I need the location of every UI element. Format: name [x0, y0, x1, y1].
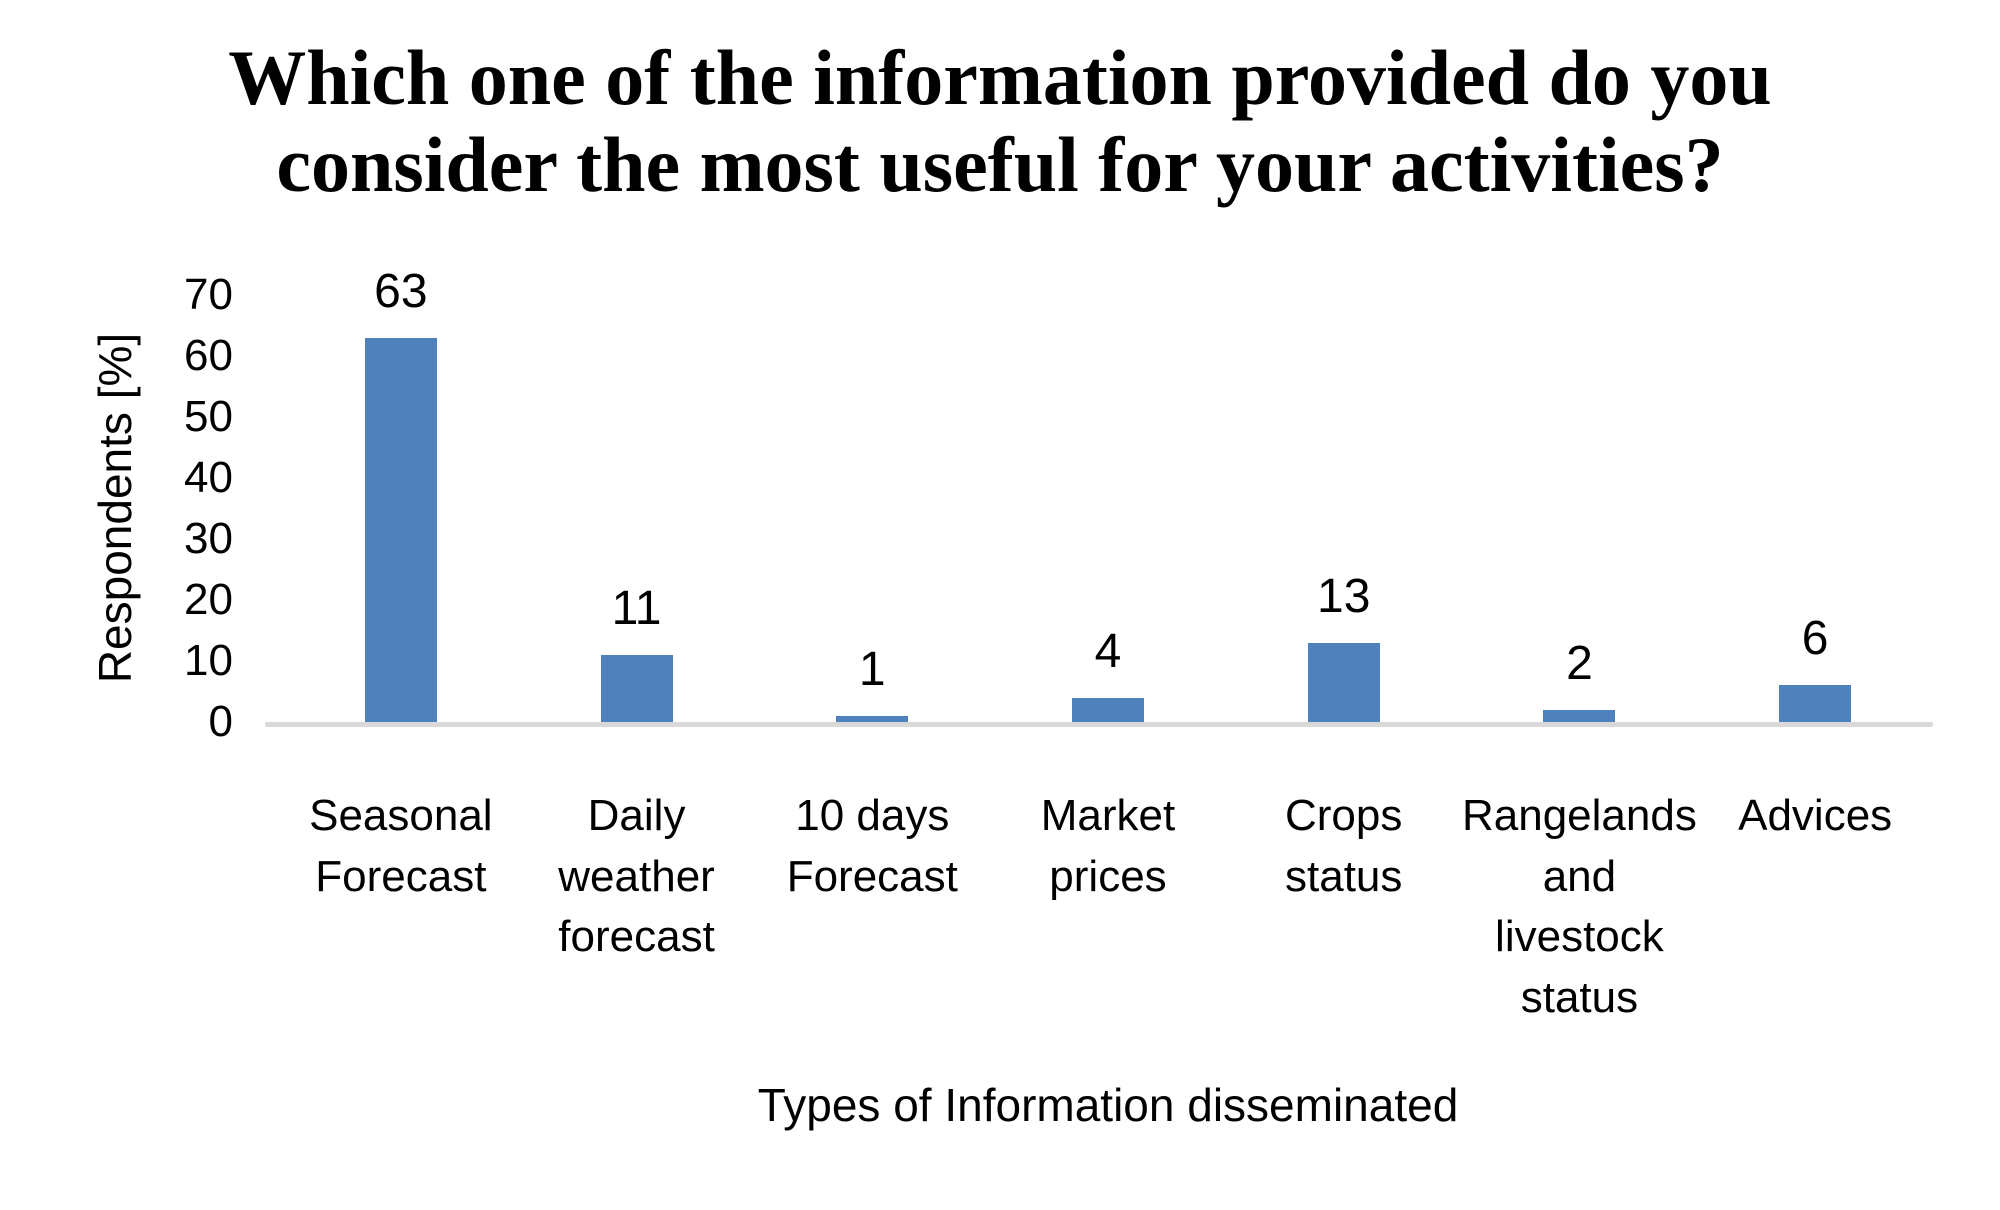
y-axis-ticks: 0 10 20 30 40 50 60 70	[100, 273, 233, 744]
x-category-label-text: Crops status	[1285, 791, 1403, 901]
bar-value-label: 2	[1566, 636, 1593, 690]
bar	[836, 715, 909, 722]
bar-column: 13	[1226, 295, 1462, 722]
bar-value-label: 1	[858, 642, 886, 696]
chart-title-line-2: consider the most useful for your activi…	[276, 121, 1724, 209]
bar-value-label: 6	[1801, 612, 1829, 666]
bar-value-label: 4	[1094, 624, 1122, 678]
bar-column: 4	[990, 295, 1226, 722]
bar	[1543, 709, 1616, 722]
bar	[1071, 697, 1144, 722]
x-category-label-text: Seasonal Forecast	[309, 791, 493, 901]
bar-column: 2	[1462, 295, 1698, 722]
bar	[364, 337, 437, 722]
y-tick-label: 10	[184, 636, 233, 685]
chart-title-line-1: Which one of the information provided do…	[228, 34, 1772, 121]
y-tick-label: 0	[208, 697, 233, 746]
x-axis-title: Types of Information disseminated	[757, 1079, 1459, 1131]
x-category-label-text: Daily weather forecast	[558, 791, 715, 962]
y-tick-label: 50	[184, 392, 233, 441]
x-category-label-text: Advices	[1738, 791, 1893, 840]
y-tick-label: 20	[184, 575, 233, 624]
x-category-label: Crops status	[1226, 786, 1462, 907]
bar-column: 6	[1697, 295, 1933, 722]
x-category-label: Advices	[1697, 786, 1933, 847]
x-category-label: Market prices	[990, 786, 1226, 907]
x-axis-line	[265, 722, 1933, 727]
x-category-label-text: 10 days Forecast	[786, 791, 958, 901]
bar	[1307, 642, 1380, 722]
bar-column: 63	[283, 267, 519, 722]
plot-area: 63 11 1 4 13 2 6	[265, 267, 1933, 727]
x-category-label: Rangelands and livestock status	[1462, 786, 1698, 1029]
x-category-label: Daily weather forecast	[519, 786, 755, 968]
bar-value-label: 11	[611, 581, 662, 635]
y-tick-label: 70	[184, 270, 233, 319]
bar	[600, 654, 673, 722]
bar-column: 1	[754, 295, 990, 722]
y-tick-label: 30	[184, 514, 233, 563]
y-tick-label: 40	[184, 453, 233, 502]
bar-column: 11	[519, 295, 755, 722]
x-axis-labels: Seasonal Forecast Daily weather forecast 1…	[283, 786, 1933, 1046]
x-category-label: Seasonal Forecast	[283, 786, 519, 907]
bar-value-label: 63	[374, 264, 428, 318]
x-category-label-text: Market prices	[1040, 791, 1176, 901]
x-category-label-text: Rangelands and livestock status	[1461, 791, 1697, 1023]
chart-title: Which one of the information provided do…	[0, 34, 2000, 209]
y-tick-label: 60	[184, 331, 233, 380]
bar-value-label: 13	[1317, 569, 1371, 623]
bar	[1779, 685, 1852, 722]
x-category-label: 10 days Forecast	[754, 786, 990, 907]
